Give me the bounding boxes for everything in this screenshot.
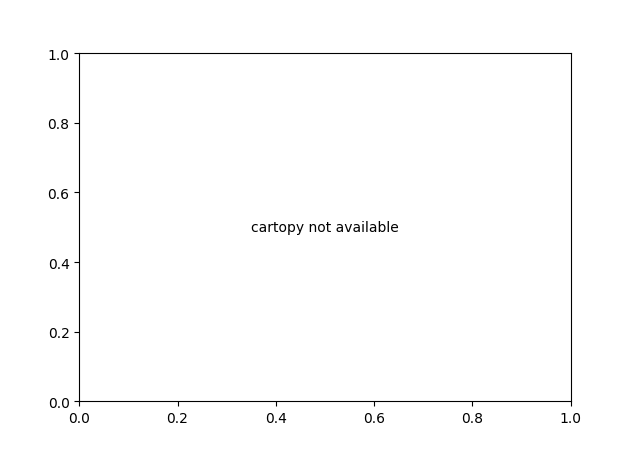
Text: cartopy not available: cartopy not available: [251, 221, 399, 235]
